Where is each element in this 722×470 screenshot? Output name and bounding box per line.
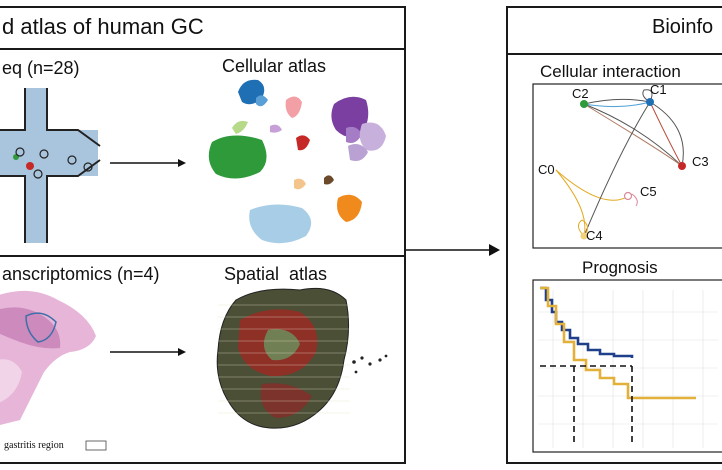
umap-clusters xyxy=(208,79,386,244)
node-c5 xyxy=(623,191,633,201)
median-survival-lines xyxy=(540,365,633,444)
arrow-to-bioinformatics xyxy=(406,244,500,256)
survival-curve-low xyxy=(540,286,696,400)
node-label-c5: C5 xyxy=(640,184,657,199)
interaction-plot-frame xyxy=(532,83,722,249)
prognosis-label: Prognosis xyxy=(582,258,658,277)
arrow-to-cellular-atlas xyxy=(110,159,186,167)
tissue-caption: gastritis region xyxy=(4,440,64,451)
node-label-c3: C3 xyxy=(692,154,709,169)
node-label-c2: C2 xyxy=(572,86,589,101)
scale-bar-box xyxy=(85,440,107,451)
interaction-network xyxy=(555,89,684,237)
node-c4 xyxy=(580,232,588,240)
node-label-c0: C0 xyxy=(538,162,555,177)
bioinformatics-panel xyxy=(506,6,722,464)
bioinformatics-title: Bioinfo xyxy=(652,16,714,38)
spatial-atlas-label: Spatial atlas xyxy=(224,264,328,284)
he-tissue-section xyxy=(0,290,96,425)
prognosis-grid xyxy=(538,290,718,448)
spatial-atlas-map xyxy=(216,287,388,429)
human-gc-atlas-panel xyxy=(0,6,406,464)
cellular-interaction-label: Cellular interaction xyxy=(540,62,681,81)
cellular-atlas-label: Cellular atlas xyxy=(222,56,327,76)
arrow-to-spatial-atlas xyxy=(110,348,186,356)
node-c1 xyxy=(646,98,654,106)
node-label-c1: C1 xyxy=(650,82,667,97)
node-label-c4: C4 xyxy=(586,228,603,243)
node-c3 xyxy=(678,162,686,170)
scrna-seq-label: eq (n=28) xyxy=(2,58,80,78)
microfluidic-chip-icon xyxy=(0,88,101,243)
prognosis-plot-frame xyxy=(532,279,722,453)
survival-curve-high xyxy=(540,286,634,358)
spatial-transcriptomics-label: anscriptomics (n=4) xyxy=(2,264,160,284)
node-c2 xyxy=(580,100,588,108)
left-panel-title: d atlas of human GC xyxy=(2,14,204,39)
